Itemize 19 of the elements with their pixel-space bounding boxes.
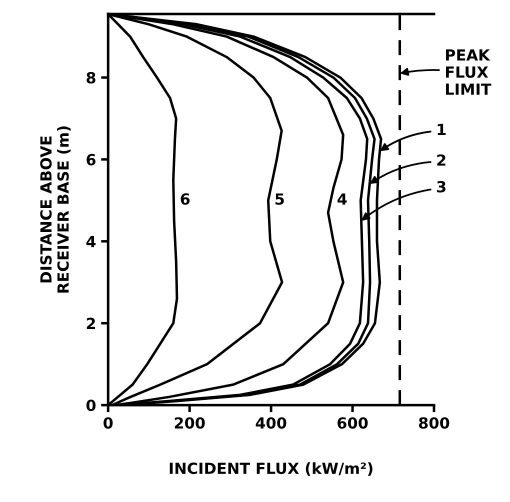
y-axis-title: DISTANCE ABOVE RECEIVER BASE (m): [40, 126, 71, 293]
y-tick-label: 0: [86, 400, 96, 412]
x-tick-label: 800: [419, 417, 450, 429]
series-label: 4: [338, 193, 347, 205]
x-tick-label: 600: [338, 417, 368, 429]
series-label: 5: [276, 193, 284, 205]
y-tick-label: 4: [86, 236, 96, 248]
x-tick-label: 0: [104, 417, 113, 429]
y-tick-label: 8: [86, 72, 96, 84]
x-axis-title: INCIDENT FLUX (kW/m²): [170, 462, 372, 476]
x-tick-label: 200: [174, 417, 205, 429]
ref-line-label: PEAK FLUX LIMIT: [446, 49, 492, 95]
x-tick-label: 400: [256, 417, 286, 429]
text: 3: [437, 180, 446, 193]
y-tick-label: 6: [86, 154, 96, 166]
series-label: 6: [180, 193, 190, 205]
text: 1: [438, 124, 446, 135]
y-tick-label: 2: [86, 318, 95, 330]
text: 2: [437, 154, 446, 166]
